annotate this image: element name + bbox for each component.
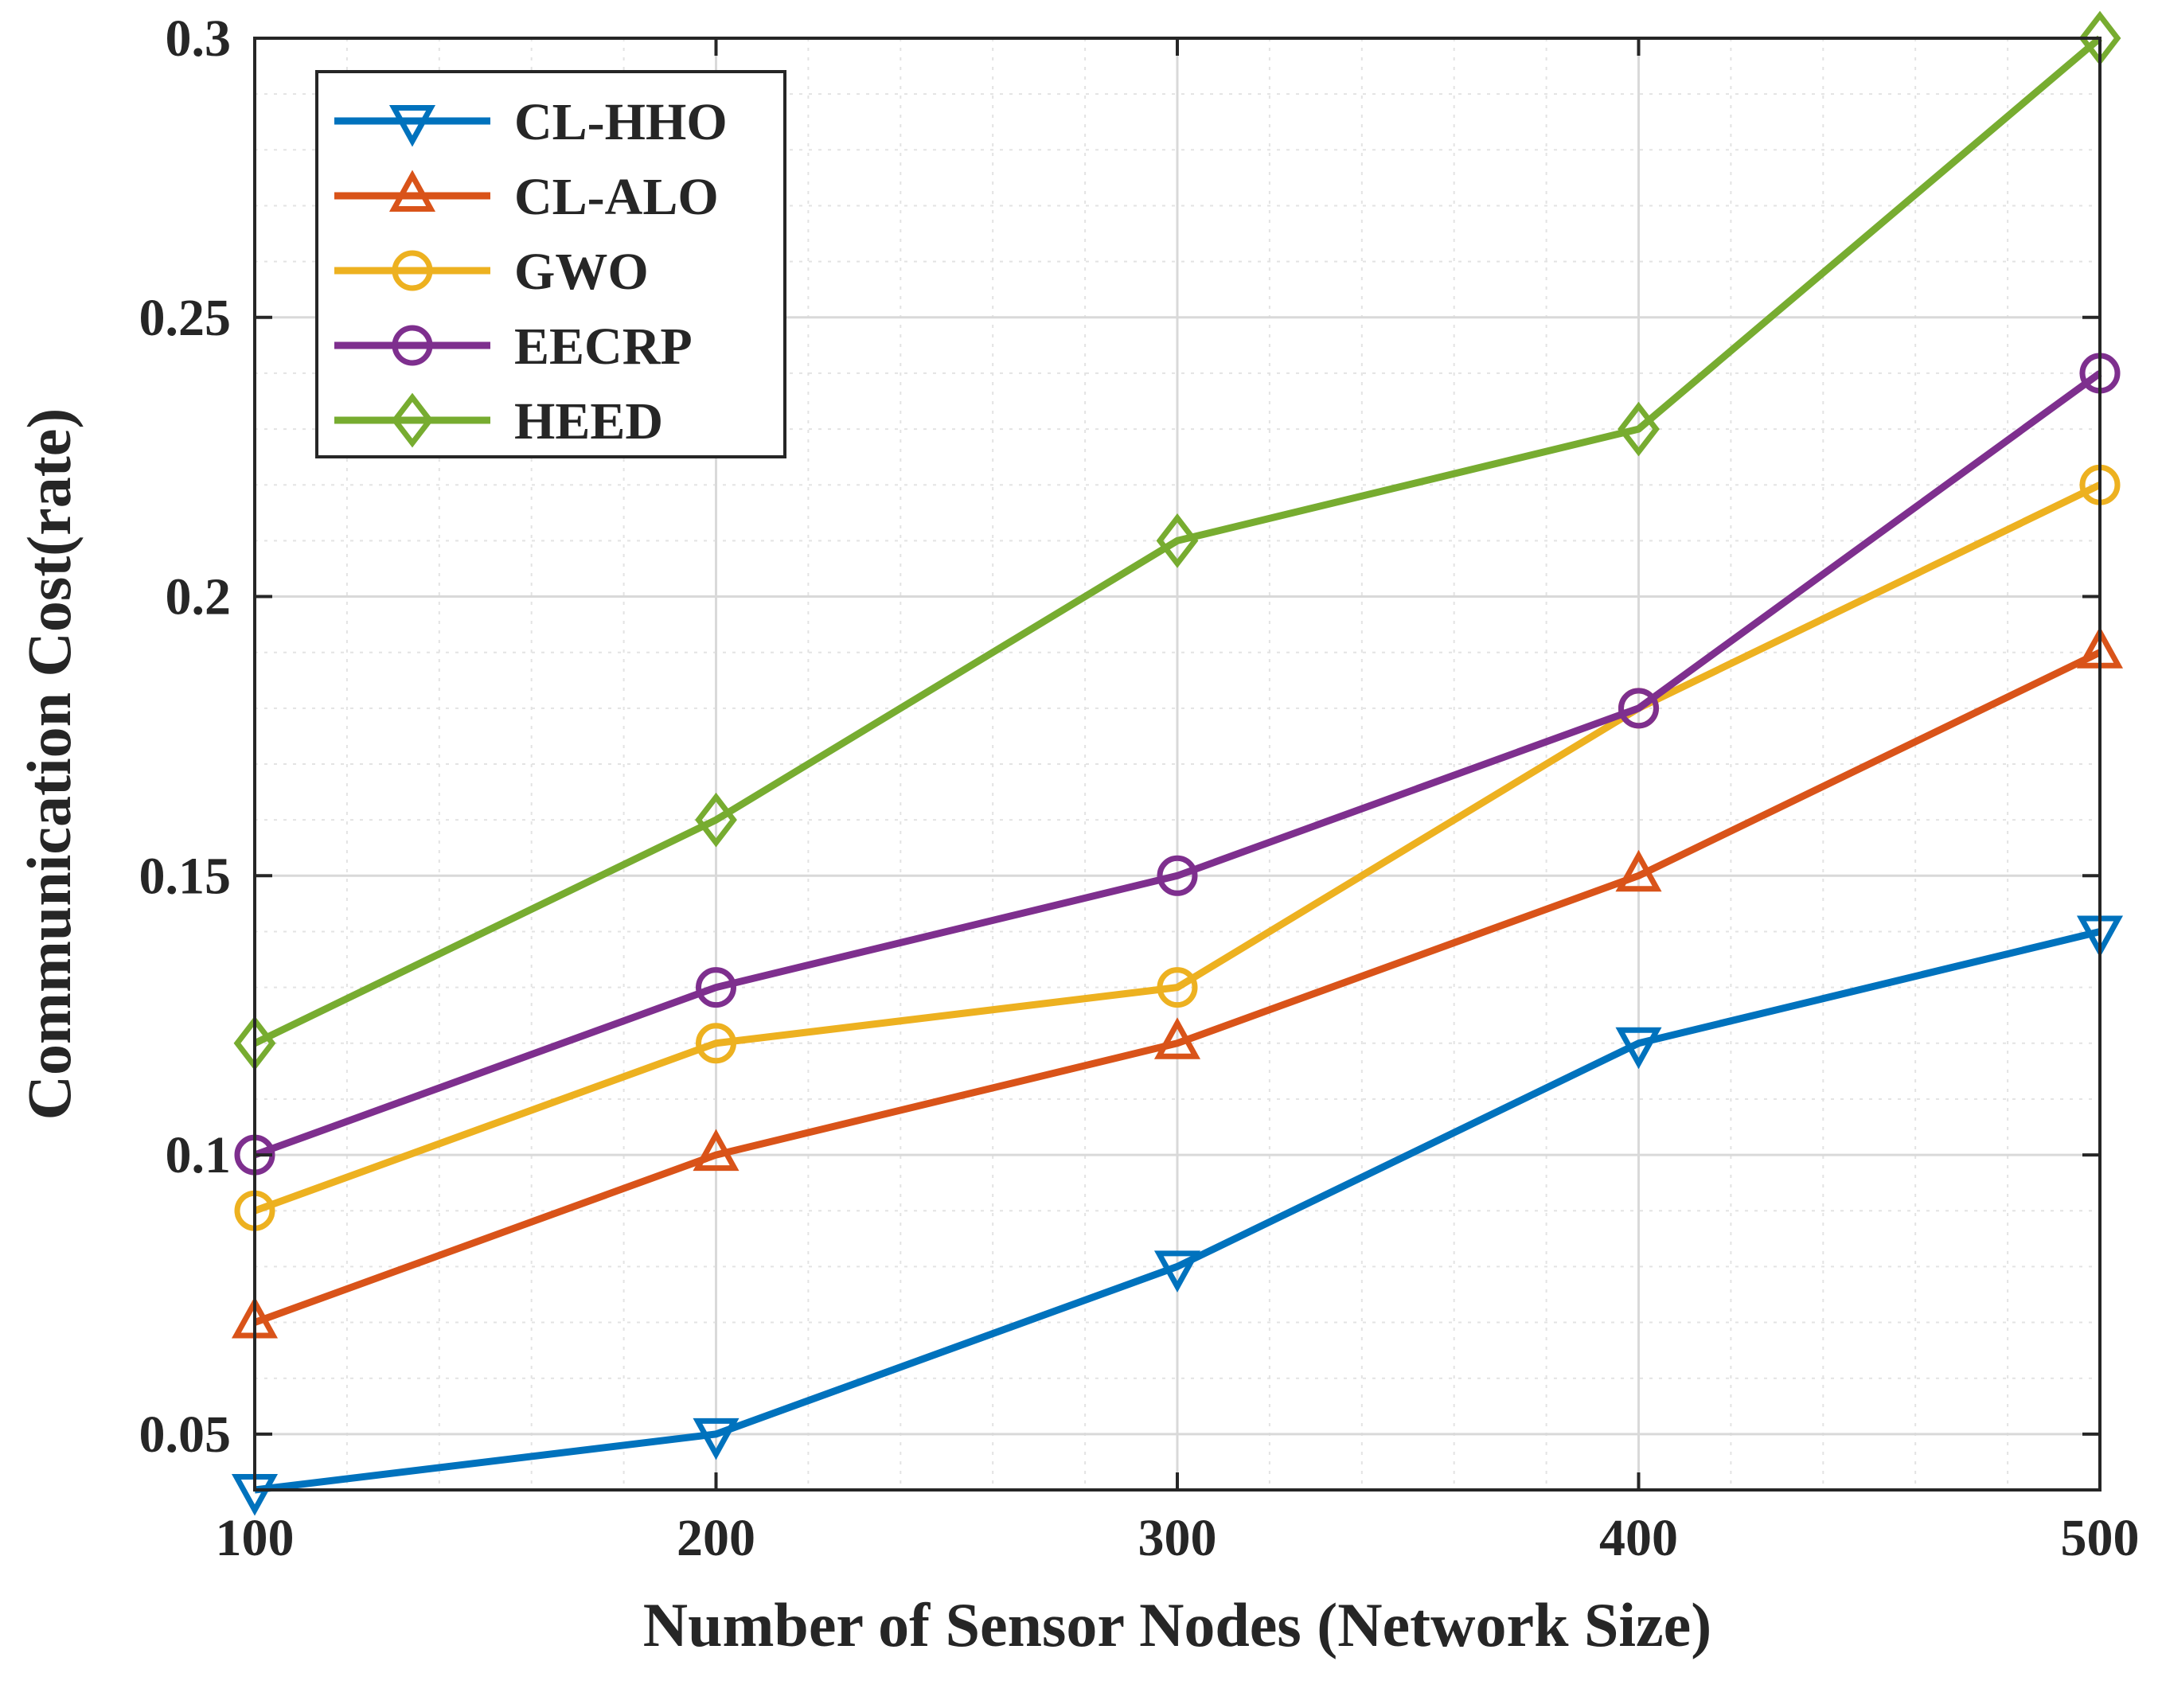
y-tick-label: 0.1 bbox=[166, 1126, 232, 1184]
data-point-cl-hho bbox=[693, 1417, 740, 1460]
x-tick-labels: 100 200 300 400 500 bbox=[216, 38, 2140, 1567]
data-point-heed bbox=[1156, 513, 1199, 568]
x-axis-label: Number of Sensor Nodes (Network Size) bbox=[643, 1590, 1712, 1659]
y-tick-label: 0.05 bbox=[139, 1406, 232, 1464]
y-tick-label: 0.25 bbox=[139, 289, 232, 347]
data-point-eecrp bbox=[1618, 688, 1659, 729]
data-point-heed bbox=[1618, 401, 1660, 457]
data-point-cl-hho bbox=[1615, 1027, 1662, 1070]
data-point-cl-alo bbox=[1153, 1017, 1201, 1059]
legend-label-cl-hho: CL-HHO bbox=[514, 93, 728, 151]
legend-label-cl-alo: CL-ALO bbox=[514, 168, 719, 226]
y-tick-label: 0.3 bbox=[166, 10, 232, 68]
y-tick-label: 0.2 bbox=[166, 568, 232, 626]
series-line-cl-hho bbox=[254, 928, 2102, 1494]
y-tick-labels: 0.05 0.1 0.15 0.2 0.25 0.3 bbox=[139, 10, 2100, 1464]
x-tick-label: 200 bbox=[677, 1509, 755, 1567]
data-point-gwo bbox=[1157, 967, 1198, 1008]
series-line-heed bbox=[253, 35, 2102, 1047]
data-point-eecrp bbox=[1157, 855, 1198, 896]
legend-marker-eecrp bbox=[392, 325, 433, 366]
legend-label-heed: HEED bbox=[514, 392, 663, 450]
y-axis-label: Communication Cost(rate) bbox=[14, 408, 84, 1121]
x-tick-label: 400 bbox=[1599, 1509, 1678, 1567]
series-line-eecrp bbox=[253, 370, 2102, 1159]
legend-marker-cl-hho bbox=[388, 105, 436, 147]
legend-marker-gwo bbox=[392, 250, 433, 291]
data-point-cl-alo bbox=[1615, 849, 1662, 892]
x-tick-label: 300 bbox=[1138, 1509, 1217, 1567]
series-line-cl-alo bbox=[253, 649, 2102, 1326]
legend: CL-HHO CL-ALO GWO EECRP HEED bbox=[315, 70, 786, 458]
legend-marker-cl-alo bbox=[388, 170, 436, 212]
data-point-cl-alo bbox=[693, 1129, 740, 1172]
data-point-gwo bbox=[696, 1023, 736, 1064]
legend-label-eecrp: EECRP bbox=[514, 318, 693, 376]
legend-label-gwo: GWO bbox=[514, 243, 649, 301]
data-point-cl-hho bbox=[1153, 1250, 1201, 1293]
y-tick-label: 0.15 bbox=[139, 847, 232, 905]
data-point-heed bbox=[695, 792, 737, 848]
legend-marker-heed bbox=[391, 392, 434, 448]
x-tick-label: 100 bbox=[216, 1509, 295, 1567]
data-point-eecrp bbox=[696, 967, 736, 1008]
x-tick-label: 500 bbox=[2061, 1509, 2140, 1567]
series-line-gwo bbox=[253, 482, 2102, 1215]
